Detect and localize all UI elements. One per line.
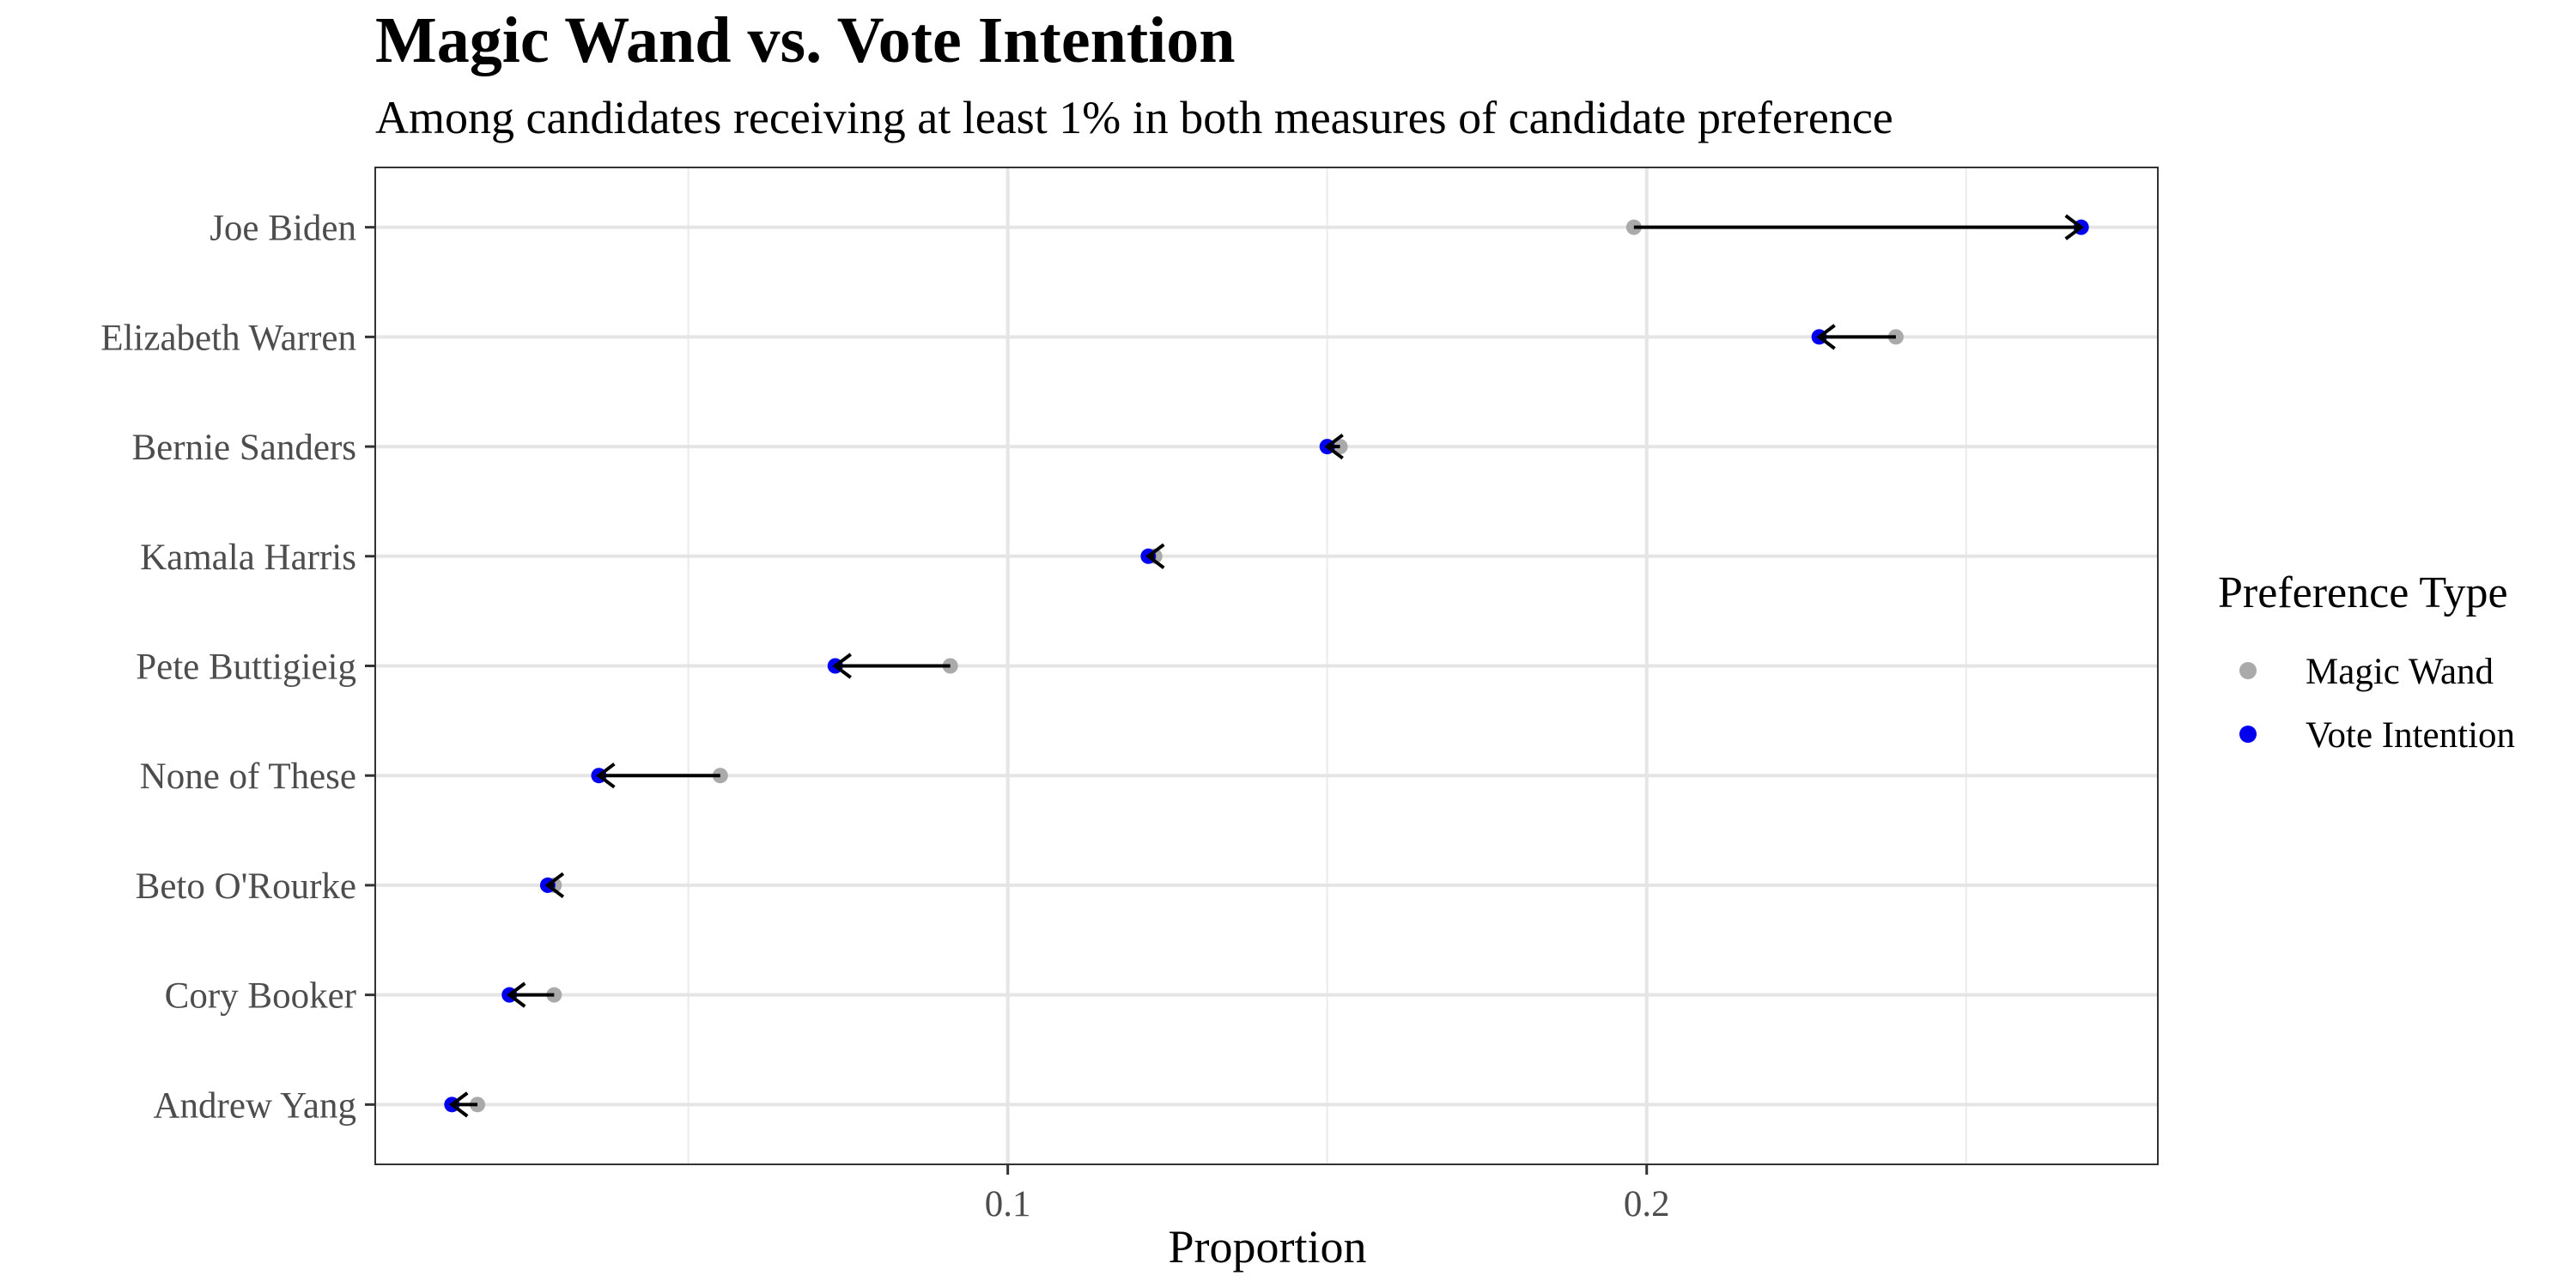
plot-area: Joe Biden Elizabeth Warren Bernie Sanders K… xyxy=(100,167,2159,1224)
arrow-head xyxy=(506,981,526,1008)
y-tick-label: Pete Buttigieig xyxy=(136,647,356,688)
y-tick-label: Cory Booker xyxy=(165,976,356,1017)
arrow-head xyxy=(1816,324,1836,350)
arrow-head xyxy=(832,653,852,679)
legend-title: Preference Type xyxy=(2218,568,2508,617)
y-tick-label: Kamala Harris xyxy=(140,538,356,578)
chart-subtitle: Among candidates receiving at least 1% i… xyxy=(375,92,1893,143)
chart-title: Magic Wand vs. Vote Intention xyxy=(375,4,1236,76)
y-tick-label: Elizabeth Warren xyxy=(100,318,356,358)
legend-key xyxy=(2239,662,2257,679)
arrow-head xyxy=(596,762,616,789)
legend-label: Magic Wand xyxy=(2306,652,2494,692)
legend-label: Vote Intention xyxy=(2306,715,2515,756)
x-tick-label: 0.1 xyxy=(985,1184,1031,1224)
legend: Preference Type Magic Wand Vote Intention xyxy=(2218,568,2515,756)
arrow-head xyxy=(1324,433,1344,460)
legend-key xyxy=(2239,726,2257,743)
y-tick-label: None of These xyxy=(140,756,356,797)
x-tick-label: 0.2 xyxy=(1624,1184,1670,1224)
y-tick-label: Bernie Sanders xyxy=(131,428,356,468)
y-tick-label: Andrew Yang xyxy=(154,1085,357,1126)
arrow-head xyxy=(2064,214,2085,240)
x-axis-title: Proportion xyxy=(1168,1221,1366,1273)
arrow-head xyxy=(1145,543,1165,569)
arrow-head xyxy=(448,1091,469,1118)
y-tick-label: Joe Biden xyxy=(210,209,356,249)
y-tick-label: Beto O'Rourke xyxy=(136,866,356,907)
arrow-head xyxy=(544,872,565,899)
